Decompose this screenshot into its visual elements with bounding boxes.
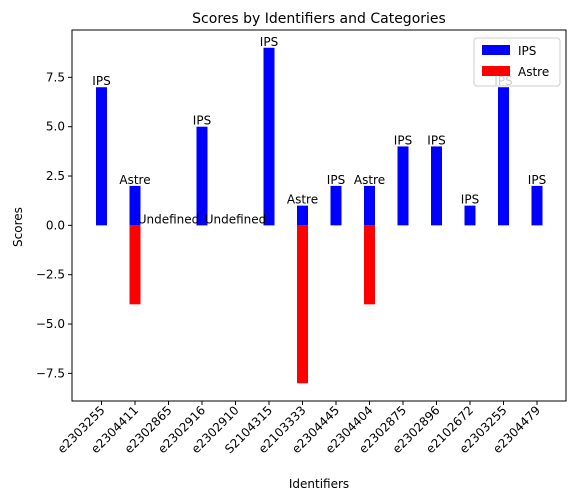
bar-data-label: Astre (287, 193, 318, 207)
bar-data-label: IPS (427, 133, 445, 147)
bar (464, 205, 476, 226)
y-axis-label: Scores (11, 207, 25, 247)
bar-data-label: IPS (528, 173, 546, 187)
bars-layer (96, 47, 543, 384)
y-tick-label: 0.0 (46, 218, 65, 232)
bar (531, 185, 543, 226)
legend-swatch (482, 45, 510, 55)
legend-label: IPS (518, 44, 536, 58)
legend: IPS Astre (473, 37, 561, 87)
bar (330, 185, 342, 226)
bar (129, 225, 141, 305)
plot-frame (71, 29, 567, 402)
bar-data-label: Undefined (138, 212, 200, 226)
bar-data-label: IPS (260, 35, 278, 49)
legend-label: Astre (518, 65, 549, 79)
bar-data-label: IPS (461, 193, 479, 207)
chart-title: Scores by Identifiers and Categories (192, 11, 446, 27)
bar (297, 205, 308, 226)
y-tick-label: −2.5 (36, 268, 65, 282)
y-axis: −7.5 −5.0 −2.5 0.0 2.5 5.0 7.5 (36, 70, 72, 380)
y-tick-label: 7.5 (46, 70, 65, 84)
bar (196, 126, 208, 226)
bar (96, 87, 107, 226)
bar (397, 146, 409, 226)
y-tick-label: −7.5 (36, 366, 65, 380)
bar (498, 87, 509, 226)
bar (297, 225, 308, 384)
bar-data-label: Astre (119, 173, 150, 187)
bar-data-label: IPS (92, 74, 110, 88)
x-axis: e2303255e2304411e2302865e2302916e2302910… (55, 401, 543, 456)
bar (364, 225, 375, 305)
bar-data-label: IPS (327, 173, 345, 187)
bar (129, 185, 141, 226)
x-axis-label: Identifiers (289, 477, 349, 491)
bar-data-label: IPS (193, 114, 211, 128)
bar-labels-layer: IPS Astre Undefined IPS Undefined IPS Astre IPS… (92, 35, 546, 227)
y-tick-label: −5.0 (36, 317, 65, 331)
bar-data-label: Astre (354, 173, 385, 187)
bar-data-label: Undefined (205, 212, 267, 226)
bar (263, 47, 275, 226)
legend-swatch (482, 66, 510, 76)
bar (431, 146, 442, 226)
y-tick-label: 5.0 (46, 120, 65, 134)
bar (364, 185, 375, 226)
y-tick-label: 2.5 (46, 169, 65, 183)
bar-data-label: IPS (394, 133, 412, 147)
